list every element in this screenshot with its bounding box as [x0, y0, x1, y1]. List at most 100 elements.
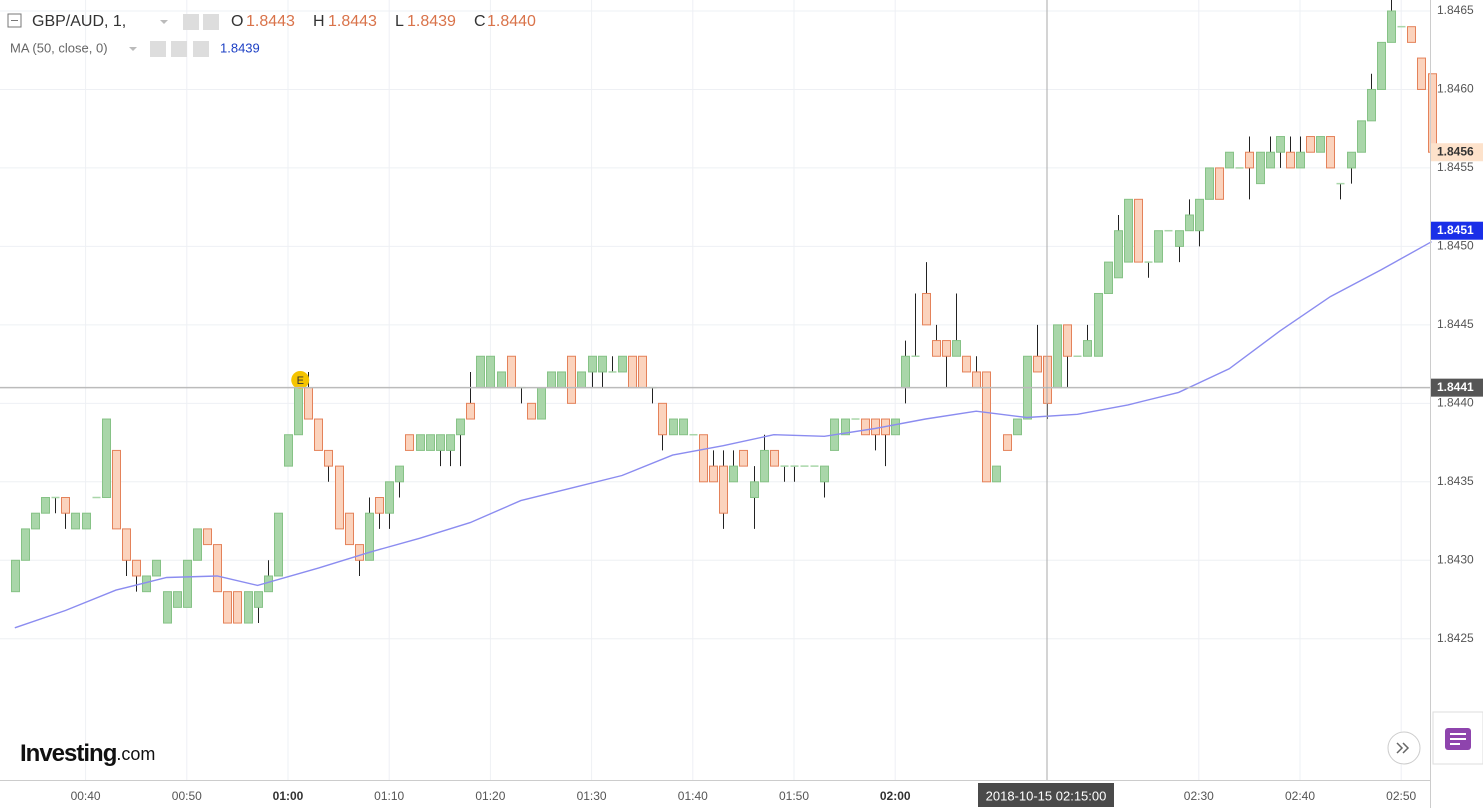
- last-price-box: [1431, 143, 1483, 162]
- candle-body: [588, 355, 597, 373]
- candle-body: [1154, 230, 1163, 263]
- candle-body: [1306, 136, 1315, 153]
- candle-body: [1175, 230, 1184, 247]
- candle-body: [183, 559, 192, 608]
- logo-suffix: .com: [116, 744, 155, 764]
- x-tick-label: 01:00: [273, 789, 304, 803]
- candle-body: [405, 434, 414, 451]
- candle-body: [203, 528, 212, 546]
- candle-body: [577, 371, 586, 389]
- dropdown-icon[interactable]: [160, 20, 168, 24]
- candle-body: [1063, 324, 1072, 357]
- x-tick-label: 01:40: [678, 789, 708, 803]
- candle-body: [1053, 324, 1062, 389]
- candle-body: [1347, 151, 1356, 169]
- x-tick-label: 02:40: [1285, 789, 1315, 803]
- open-value: 1.8443: [246, 13, 295, 30]
- candle-body: [1316, 136, 1325, 153]
- candle-body: [173, 591, 182, 608]
- news-icon-lines: [1450, 733, 1466, 745]
- candle-body: [962, 355, 971, 373]
- candle-body: [1296, 151, 1305, 169]
- candle-body: [729, 465, 738, 483]
- candle-body: [669, 418, 678, 436]
- ma-line: [14, 241, 1432, 629]
- close-label: C: [474, 13, 486, 30]
- scroll-icon: [1396, 742, 1410, 754]
- candle-body: [163, 591, 172, 624]
- candle-body: [466, 402, 475, 420]
- remove-icon[interactable]: [193, 41, 209, 57]
- crosshair-time-box: [978, 783, 1114, 807]
- plot: [11, 0, 1437, 629]
- candle-body: [638, 355, 647, 389]
- candle-body: [932, 340, 941, 357]
- x-tick-label: 00:40: [71, 789, 101, 803]
- candle-body: [61, 497, 70, 514]
- candle-body: [456, 418, 465, 436]
- candle-body: [1266, 151, 1275, 169]
- x-tick-label: 01:10: [374, 789, 404, 803]
- scroll-button[interactable]: [1387, 731, 1421, 765]
- candle-body: [193, 528, 202, 561]
- symbol: GBP/AUD, 1,: [32, 13, 126, 30]
- candle-body: [426, 434, 435, 451]
- candle-body: [547, 371, 556, 389]
- x-tick-label: 01:50: [779, 789, 809, 803]
- candle-body: [1104, 261, 1113, 294]
- candle-body: [861, 418, 870, 436]
- candle-body: [699, 434, 708, 483]
- x-tick-label: 02:30: [1184, 789, 1214, 803]
- candle-body: [679, 418, 688, 436]
- candle-body: [1013, 418, 1022, 436]
- candle-body: [335, 465, 344, 530]
- last-price-label: 1.8456: [1437, 144, 1474, 158]
- candle-body: [1094, 292, 1103, 357]
- candle-body: [132, 559, 141, 577]
- candle-body: [760, 449, 769, 483]
- candle-body: [567, 355, 576, 404]
- event-label: E: [297, 375, 304, 387]
- candle-body: [152, 559, 161, 577]
- candle-body: [1387, 10, 1396, 43]
- candle-body: [942, 340, 951, 357]
- candle-body: [395, 465, 404, 483]
- visibility-icon[interactable]: [183, 14, 199, 30]
- logo-name: Investing: [20, 740, 117, 767]
- candle-body: [31, 512, 40, 530]
- candle-body: [446, 434, 455, 451]
- candle-body: [21, 528, 30, 561]
- candle-body: [922, 292, 931, 326]
- candle-body: [972, 371, 981, 389]
- candle-body: [102, 418, 111, 499]
- candle-body: [1195, 198, 1204, 232]
- y-tick-label: 1.8435: [1437, 474, 1474, 488]
- candle-body: [598, 355, 607, 373]
- low-value: 1.8439: [407, 13, 456, 30]
- ma-value: 1.8439: [220, 40, 260, 55]
- candle-body: [345, 512, 354, 546]
- candle-body: [618, 355, 627, 373]
- x-tick-label: 02:50: [1386, 789, 1416, 803]
- settings-icon[interactable]: [171, 41, 187, 57]
- visibility-icon[interactable]: [150, 41, 166, 57]
- dropdown-icon[interactable]: [129, 47, 137, 51]
- candle-body: [1276, 136, 1285, 153]
- candle-body: [1215, 167, 1224, 200]
- candle-body: [658, 402, 667, 436]
- candle-body: [871, 418, 880, 436]
- candle-body: [1357, 120, 1366, 153]
- candle-body: [820, 465, 829, 483]
- collapse-icon[interactable]: [7, 13, 22, 28]
- candle-body: [952, 340, 961, 357]
- settings-icon[interactable]: [203, 14, 219, 30]
- candle-body: [739, 449, 748, 467]
- candle-body: [1326, 136, 1335, 169]
- candle-body: [1407, 26, 1416, 43]
- candle-body: [71, 512, 80, 530]
- candle-body: [112, 449, 121, 530]
- ma-price-label: 1.8451: [1437, 223, 1474, 237]
- y-tick-label: 1.8430: [1437, 552, 1474, 566]
- candle-body: [497, 371, 506, 389]
